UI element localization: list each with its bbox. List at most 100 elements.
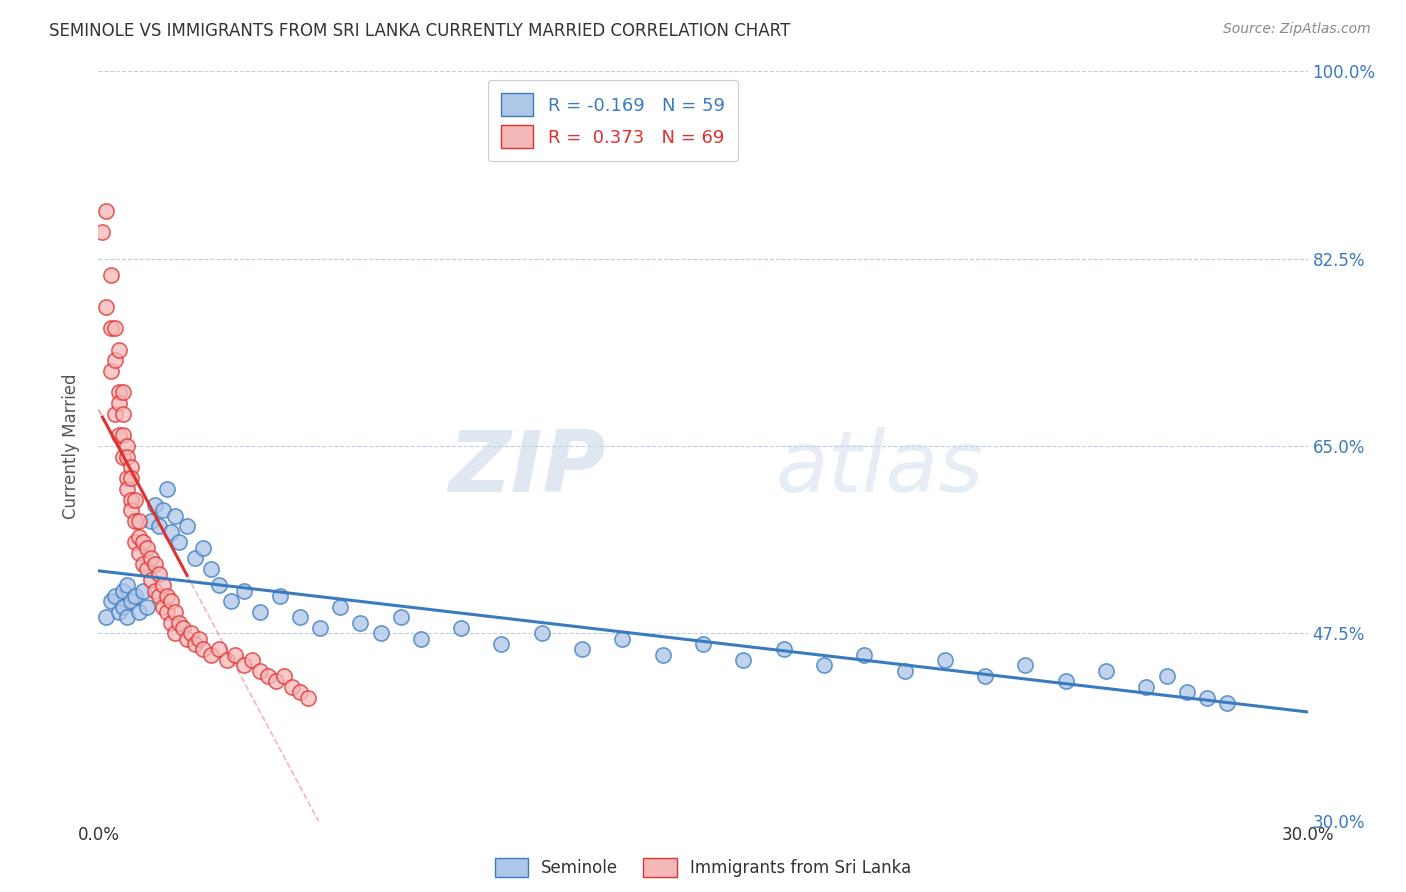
Point [224, 648, 246, 662]
Point [491, 637, 513, 651]
Point [733, 653, 755, 667]
Point [571, 642, 593, 657]
Point [120, 594, 142, 608]
Point [96, 610, 118, 624]
Point [273, 669, 295, 683]
Y-axis label: Currently Married: Currently Married [62, 373, 80, 519]
Text: Source: ZipAtlas.com: Source: ZipAtlas.com [1223, 22, 1371, 37]
Point [128, 514, 150, 528]
Point [115, 471, 138, 485]
Point [176, 519, 198, 533]
Point [132, 535, 155, 549]
Point [107, 605, 129, 619]
Point [349, 615, 371, 630]
Point [1195, 690, 1218, 705]
Point [91, 225, 114, 239]
Point [450, 621, 472, 635]
Point [124, 514, 146, 528]
Point [309, 621, 332, 635]
Point [115, 610, 138, 624]
Point [184, 551, 207, 566]
Point [160, 615, 183, 630]
Point [143, 583, 166, 598]
Point [103, 321, 125, 335]
Point [115, 439, 138, 453]
Point [249, 664, 271, 678]
Point [249, 605, 271, 619]
Point [143, 557, 166, 571]
Point [288, 685, 311, 699]
Point [148, 567, 170, 582]
Legend: Seminole, Immigrants from Sri Lanka: Seminole, Immigrants from Sri Lanka [488, 851, 918, 884]
Point [128, 546, 150, 560]
Point [120, 460, 142, 475]
Point [139, 514, 162, 528]
Point [139, 551, 162, 566]
Point [103, 589, 125, 603]
Point [96, 300, 118, 314]
Point [115, 578, 138, 592]
Point [156, 482, 179, 496]
Point [193, 541, 215, 555]
Point [256, 669, 278, 683]
Point [176, 632, 198, 646]
Point [409, 632, 432, 646]
Point [1216, 696, 1239, 710]
Point [893, 664, 915, 678]
Point [152, 599, 174, 614]
Point [1014, 658, 1036, 673]
Point [200, 562, 222, 576]
Point [264, 674, 287, 689]
Point [100, 594, 122, 608]
Point [120, 471, 142, 485]
Point [281, 680, 304, 694]
Point [180, 626, 202, 640]
Point [100, 364, 122, 378]
Point [853, 648, 876, 662]
Point [167, 615, 190, 630]
Point [193, 642, 215, 657]
Point [111, 385, 134, 400]
Point [103, 407, 125, 421]
Point [232, 658, 254, 673]
Point [1175, 685, 1198, 699]
Point [111, 428, 134, 442]
Point [107, 428, 129, 442]
Point [96, 203, 118, 218]
Point [111, 599, 134, 614]
Point [160, 594, 183, 608]
Point [329, 599, 352, 614]
Point [135, 599, 157, 614]
Point [612, 632, 634, 646]
Point [152, 578, 174, 592]
Point [208, 642, 231, 657]
Point [115, 450, 138, 464]
Point [269, 589, 291, 603]
Point [530, 626, 553, 640]
Point [163, 508, 186, 523]
Point [139, 573, 162, 587]
Point [107, 396, 129, 410]
Point [217, 653, 239, 667]
Point [120, 503, 142, 517]
Point [100, 268, 122, 282]
Point [974, 669, 997, 683]
Text: atlas: atlas [776, 427, 984, 510]
Point [200, 648, 222, 662]
Point [1054, 674, 1077, 689]
Point [128, 605, 150, 619]
Point [1156, 669, 1178, 683]
Point [148, 589, 170, 603]
Point [208, 578, 231, 592]
Point [389, 610, 412, 624]
Point [124, 492, 146, 507]
Point [240, 653, 263, 667]
Point [172, 621, 194, 635]
Point [813, 658, 835, 673]
Point [111, 407, 134, 421]
Point [370, 626, 392, 640]
Point [156, 589, 179, 603]
Point [107, 385, 129, 400]
Text: SEMINOLE VS IMMIGRANTS FROM SRI LANKA CURRENTLY MARRIED CORRELATION CHART: SEMINOLE VS IMMIGRANTS FROM SRI LANKA CU… [49, 22, 790, 40]
Point [120, 492, 142, 507]
